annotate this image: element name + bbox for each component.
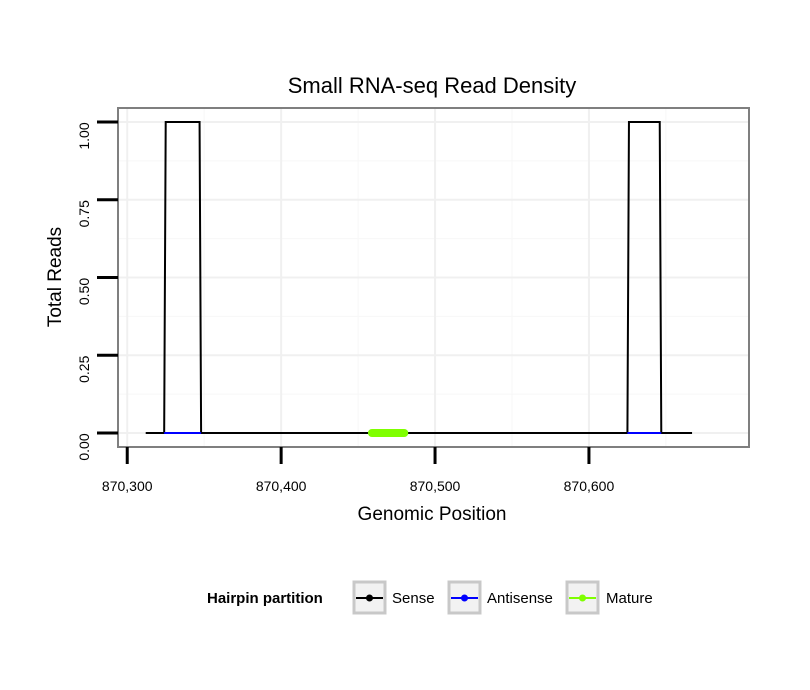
legend-dot-mature xyxy=(579,594,586,602)
y-axis-title: Total Reads xyxy=(45,227,66,327)
legend-label-sense: Sense xyxy=(392,590,435,607)
chart-title: Small RNA-seq Read Density xyxy=(288,73,577,98)
x-tick-label: 870,600 xyxy=(564,478,615,494)
y-tick-label: 0.50 xyxy=(76,278,92,305)
legend-item-mature: Mature xyxy=(565,580,653,615)
y-tick-label: 0.25 xyxy=(76,355,92,382)
y-axis: 0.00 0.25 0.50 0.75 1.00 xyxy=(76,120,118,461)
y-tick-label: 0.00 xyxy=(76,433,92,460)
legend-title: Hairpin partition xyxy=(207,590,323,607)
x-tick-label: 870,500 xyxy=(410,478,461,494)
legend-item-antisense: Antisense xyxy=(447,580,553,615)
x-axis-title: Genomic Position xyxy=(358,504,507,525)
legend-dot-antisense xyxy=(461,594,468,602)
legend-label-mature: Mature xyxy=(606,590,653,607)
series-layer xyxy=(145,120,693,438)
y-tick-label: 1.00 xyxy=(76,122,92,149)
legend-dot-sense xyxy=(366,594,373,602)
x-tick-label: 870,400 xyxy=(256,478,307,494)
x-tick-label: 870,300 xyxy=(102,478,153,494)
x-axis: 870,300 870,400 870,500 870,600 xyxy=(102,447,615,494)
series-sense-line xyxy=(145,120,693,435)
y-tick-label: 0.75 xyxy=(76,200,92,227)
legend: Hairpin partition Sense Antisense Mature xyxy=(207,580,653,615)
legend-label-antisense: Antisense xyxy=(487,590,553,607)
legend-item-sense: Sense xyxy=(352,580,435,615)
grid xyxy=(118,108,749,447)
